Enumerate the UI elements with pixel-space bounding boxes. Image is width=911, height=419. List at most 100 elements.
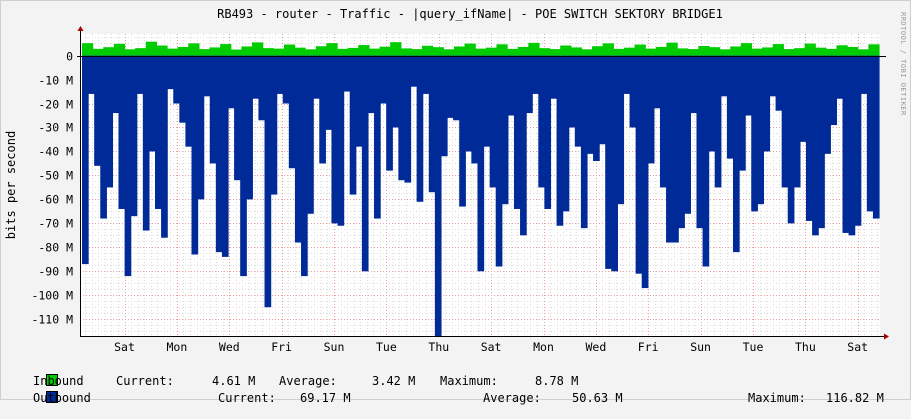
y-tick-label: -40 M (38, 145, 73, 159)
outbound-bar (830, 55, 838, 126)
inbound-bar (315, 46, 328, 56)
outbound-bar (489, 55, 497, 188)
inbound-current-label: Current: (116, 374, 174, 388)
outbound-bar (775, 55, 783, 111)
outbound-bar (593, 55, 600, 162)
outbound-bar (173, 55, 180, 104)
x-axis-arrow (884, 333, 889, 340)
outbound-bar (167, 55, 174, 90)
x-tick-label: Thu (795, 340, 816, 354)
outbound-bar (343, 55, 351, 92)
outbound-bar (410, 55, 418, 87)
inbound-bar (358, 45, 370, 56)
inbound-current: 4.61 M (212, 374, 256, 388)
outbound-bar (538, 55, 545, 188)
inbound-bar (198, 49, 211, 56)
inbound-bar (337, 48, 349, 56)
outbound-bar (161, 55, 168, 238)
outbound-bar (860, 55, 868, 94)
outbound-bar (307, 55, 314, 214)
outbound-bar (824, 55, 831, 154)
outbound-bar (228, 55, 235, 109)
outbound-bar (586, 55, 594, 154)
outbound-bar (751, 55, 758, 212)
y-tick-label: -100 M (31, 289, 73, 303)
outbound-bar (580, 55, 588, 229)
inbound-bar (847, 46, 859, 56)
outbound-bar (708, 55, 716, 152)
inbound-bar (252, 42, 264, 56)
inbound-bar (677, 48, 689, 56)
outbound-bar (477, 55, 485, 272)
outbound-bar (191, 55, 199, 255)
outbound-bar (739, 55, 746, 171)
outbound-bar (234, 55, 241, 181)
outbound-bar (507, 55, 515, 116)
data-areas (82, 41, 880, 336)
outbound-bar (82, 55, 89, 265)
inbound-bar (698, 45, 710, 56)
inbound-bar (634, 44, 646, 56)
outbound-bar (294, 55, 302, 243)
outbound-bar (854, 55, 862, 226)
x-tick-label: Wed (219, 340, 240, 354)
inbound-bar (581, 49, 593, 56)
outbound-bar (106, 55, 114, 188)
outbound-bar (142, 55, 150, 231)
inbound-bar (645, 48, 657, 56)
inbound-bar (124, 49, 136, 56)
outbound-bar (240, 55, 247, 277)
outbound-bar (465, 55, 472, 152)
outbound-name: Outbound (33, 391, 91, 405)
outbound-bar (416, 55, 424, 202)
inbound-bar (188, 43, 200, 56)
y-tick-label: 0 (66, 50, 73, 64)
outbound-bar (319, 55, 326, 164)
outbound-bar (483, 55, 491, 147)
outbound-bar (520, 55, 527, 236)
x-tick-label: Sun (690, 340, 711, 354)
x-tick-label: Sat (481, 340, 502, 354)
y-axis-arrow (77, 26, 84, 31)
outbound-bar (732, 55, 740, 253)
inbound-bar (368, 48, 381, 56)
outbound-current: 69.17 M (300, 391, 351, 405)
inbound-bar (613, 48, 625, 56)
outbound-bar (130, 55, 138, 217)
outbound-bar (726, 55, 734, 159)
x-tick-label: Tue (376, 340, 397, 354)
inbound-bar (592, 46, 604, 56)
outbound-bar (818, 55, 825, 229)
y-tick-label: -30 M (38, 121, 73, 135)
outbound-bar (453, 55, 460, 121)
inbound-maximum: 8.78 M (535, 374, 579, 388)
inbound-average: 3.42 M (372, 374, 416, 388)
outbound-bar (696, 55, 704, 229)
inbound-bar (273, 48, 285, 56)
inbound-bar (804, 43, 816, 56)
inbound-bar (762, 47, 774, 56)
inbound-bar (464, 43, 476, 56)
inbound-bar (167, 48, 179, 56)
inbound-bar (868, 44, 880, 56)
outbound-bar (720, 55, 728, 97)
rrdtool-watermark: RRDTOOL / TOBI OETIKER (899, 12, 907, 116)
outbound-bar (872, 55, 880, 219)
inbound-bar (507, 48, 519, 56)
inbound-bar (708, 47, 721, 56)
outbound-bar (185, 55, 193, 147)
axes (77, 26, 889, 340)
outbound-bar (605, 55, 612, 269)
outbound-bar (124, 55, 132, 277)
outbound-bar (428, 55, 436, 193)
outbound-bar (678, 55, 685, 229)
outbound-bar (781, 55, 789, 188)
inbound-bar (113, 43, 126, 56)
outbound-bar (836, 55, 844, 99)
outbound-bar (757, 55, 764, 205)
outbound-bar (623, 55, 631, 94)
outbound-bar (799, 55, 807, 142)
outbound-bar (136, 55, 144, 94)
inbound-bar (294, 47, 306, 56)
inbound-bar (209, 47, 221, 56)
